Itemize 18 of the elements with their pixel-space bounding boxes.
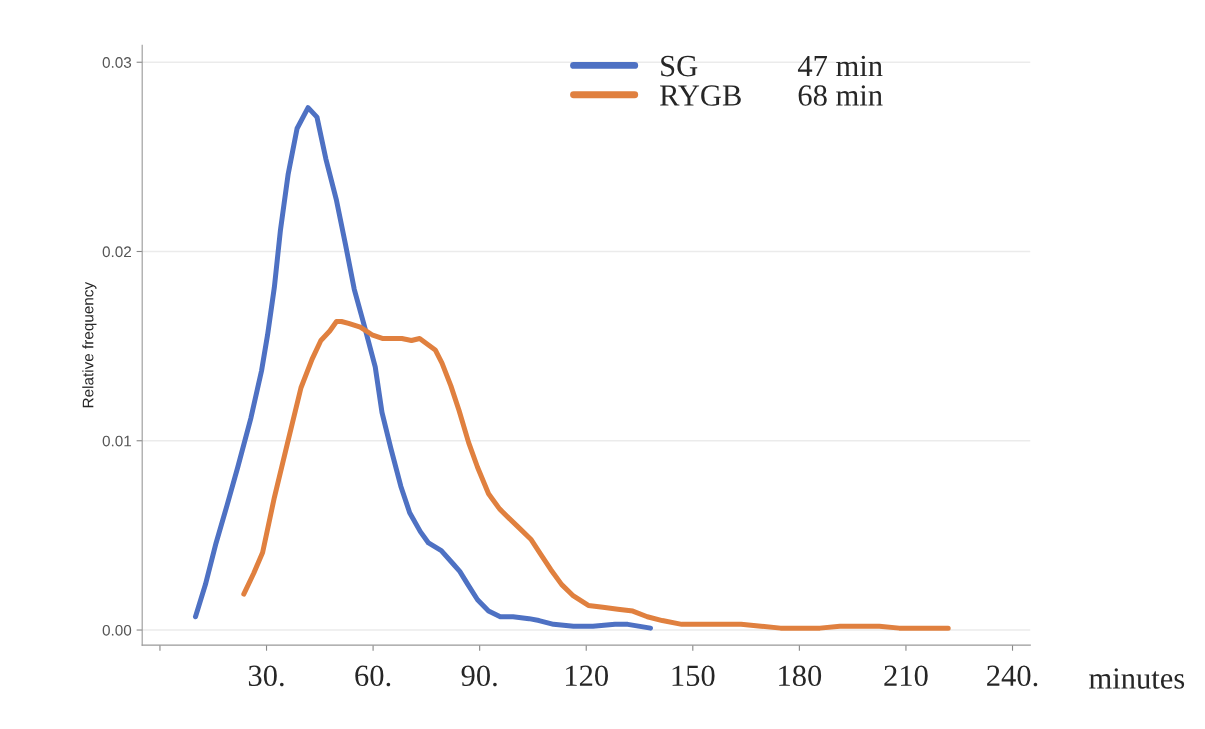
y-tick-label: 0.02 (102, 246, 132, 258)
x-tick-label: 240. (987, 665, 1038, 687)
legend-label: SG (661, 55, 698, 77)
x-tick-label: 210 (884, 665, 928, 687)
x-axis-title: minutes (1089, 668, 1185, 689)
x-tick-label: 180 (779, 665, 822, 687)
x-tick-label: 150 (672, 665, 715, 687)
x-tick-label: 30. (248, 665, 284, 687)
annotation: 47 min (797, 55, 883, 77)
annotation: 68 min (798, 85, 883, 106)
x-tick-label: 120 (566, 665, 608, 687)
y-axis-title: Relative frequency (82, 281, 97, 408)
x-tick-label: 90. (461, 665, 497, 687)
y-tick-label: 0.01 (102, 435, 132, 447)
y-tick-label: 0.03 (102, 57, 132, 68)
legend-label: RYGB (660, 85, 741, 106)
y-tick-label: 0.00 (102, 624, 132, 636)
x-tick-label: 60. (355, 665, 391, 687)
